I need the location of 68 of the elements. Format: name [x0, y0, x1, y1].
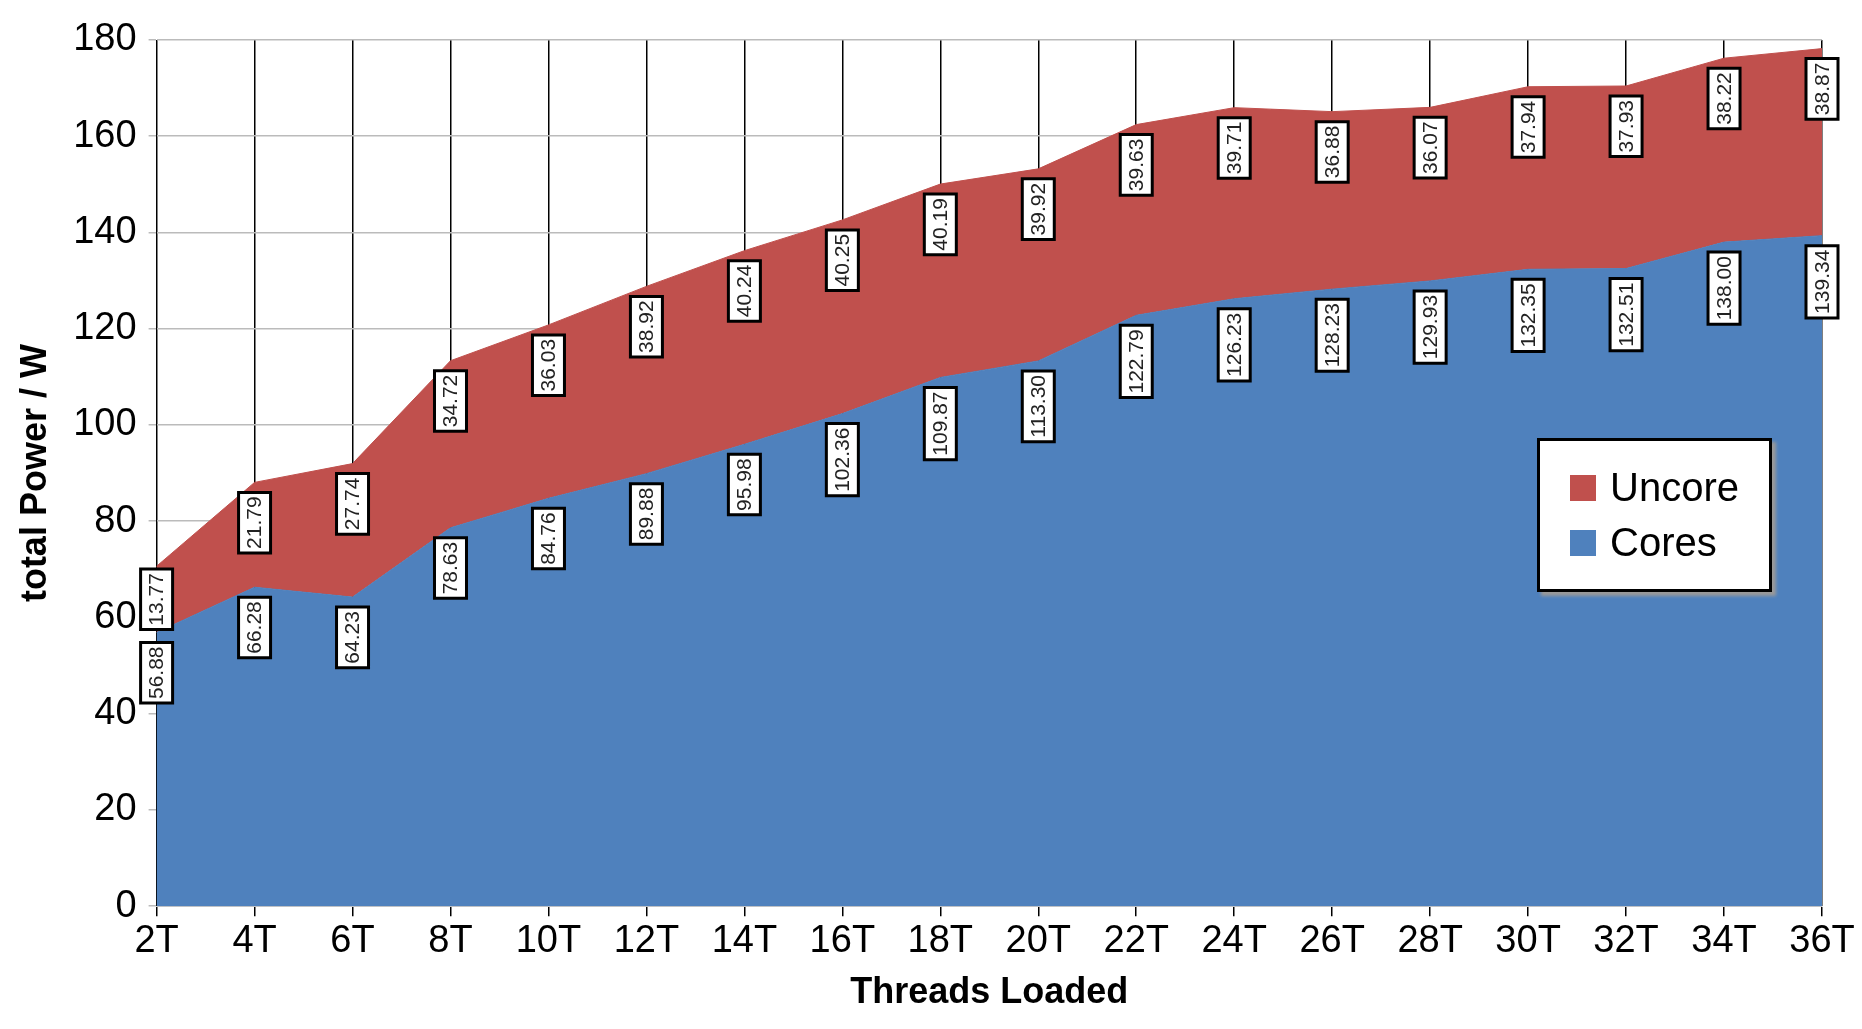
y-tick-label: 0 — [115, 882, 137, 925]
y-tick-label: 20 — [94, 786, 137, 829]
legend-label: Cores — [1610, 520, 1717, 566]
x-tick-label: 20T — [1005, 918, 1072, 961]
legend-label: Uncore — [1610, 465, 1739, 511]
x-tick-label: 2T — [134, 918, 179, 961]
data-label: 40.25 — [830, 233, 854, 287]
data-label: 38.87 — [1809, 62, 1833, 116]
y-tick-label: 140 — [73, 208, 137, 251]
y-tick-label: 60 — [94, 593, 137, 636]
data-label: 37.94 — [1515, 100, 1539, 154]
data-label: 126.23 — [1222, 312, 1246, 377]
data-label: 34.72 — [438, 374, 462, 428]
data-label: 36.88 — [1319, 125, 1343, 179]
x-tick-label: 32T — [1593, 918, 1659, 961]
data-label: 36.03 — [536, 338, 560, 392]
data-label: 27.74 — [340, 477, 364, 531]
data-label: 66.28 — [242, 601, 266, 654]
x-tick-label: 26T — [1299, 918, 1365, 961]
y-tick-label: 180 — [73, 16, 137, 59]
x-tick-label: 4T — [232, 918, 277, 961]
y-tick-label: 120 — [73, 305, 137, 348]
y-tick-label: 80 — [94, 497, 137, 540]
data-label: 36.07 — [1417, 121, 1441, 174]
x-tick-label: 36T — [1789, 918, 1855, 961]
x-tick-label: 10T — [515, 918, 582, 961]
data-label: 113.30 — [1026, 374, 1050, 438]
data-label: 139.34 — [1809, 249, 1833, 314]
data-label: 38.92 — [634, 300, 658, 353]
data-label: 40.24 — [732, 264, 756, 318]
data-label: 64.23 — [340, 611, 364, 664]
data-label: 132.51 — [1613, 282, 1637, 347]
x-axis-title: Threads Loaded — [850, 970, 1129, 1012]
data-label: 38.22 — [1711, 72, 1735, 125]
data-label: 56.88 — [144, 646, 168, 700]
y-tick-label: 160 — [73, 112, 137, 155]
x-tick-label: 16T — [809, 918, 876, 961]
data-label: 109.87 — [928, 391, 952, 456]
x-tick-label: 24T — [1201, 918, 1267, 961]
x-tick-label: 12T — [613, 918, 680, 961]
y-axis-title: total Power / W — [12, 344, 54, 603]
data-label: 39.92 — [1026, 182, 1050, 236]
data-label: 13.77 — [144, 573, 168, 626]
x-tick-label: 22T — [1103, 918, 1169, 961]
x-tick-label: 34T — [1691, 918, 1757, 961]
data-label: 39.63 — [1124, 138, 1148, 192]
x-tick-label: 18T — [907, 918, 974, 961]
data-label: 95.98 — [732, 458, 756, 511]
data-label: 129.93 — [1417, 294, 1441, 360]
data-label: 78.63 — [438, 541, 462, 595]
data-label: 40.19 — [928, 198, 952, 251]
data-label: 89.88 — [634, 487, 658, 541]
x-tick-label: 6T — [330, 918, 375, 961]
data-label: 84.76 — [536, 512, 560, 565]
x-tick-label: 28T — [1397, 918, 1463, 961]
data-label: 128.23 — [1319, 303, 1343, 368]
data-label: 122.79 — [1124, 329, 1148, 394]
y-tick-label: 40 — [94, 690, 137, 733]
y-tick-label: 100 — [73, 401, 137, 444]
data-label: 138.00 — [1711, 256, 1735, 321]
x-tick-label: 30T — [1495, 918, 1561, 961]
data-label: 37.93 — [1613, 100, 1637, 153]
data-label: 21.79 — [242, 496, 266, 549]
data-label: 132.35 — [1515, 283, 1539, 348]
x-tick-label: 14T — [711, 918, 778, 961]
data-label: 39.71 — [1222, 121, 1246, 175]
x-tick-label: 8T — [428, 918, 473, 961]
data-label: 102.36 — [830, 427, 854, 492]
